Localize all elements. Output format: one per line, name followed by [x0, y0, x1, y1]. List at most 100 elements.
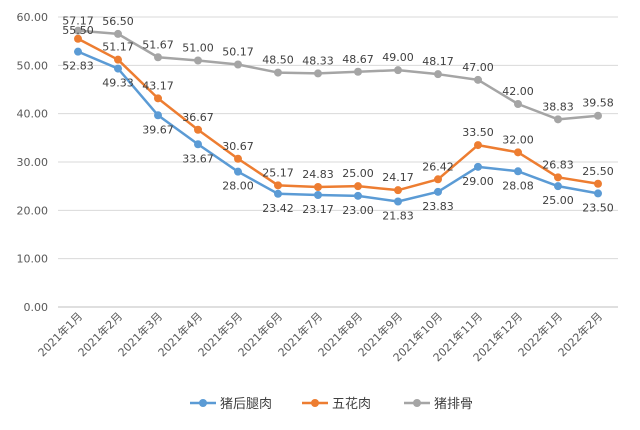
data-label: 51.67	[142, 38, 174, 51]
data-label: 29.00	[462, 175, 494, 188]
data-label: 23.83	[422, 200, 454, 213]
data-label: 23.50	[582, 201, 614, 214]
legend-marker	[311, 399, 319, 407]
y-tick-label: 60.00	[17, 11, 49, 24]
data-label: 50.17	[222, 46, 254, 59]
y-tick-label: 10.00	[17, 253, 49, 266]
data-point	[114, 29, 122, 38]
data-label: 39.58	[582, 97, 614, 110]
data-label: 26.83	[542, 158, 574, 171]
series-lines	[74, 26, 602, 206]
data-point	[194, 56, 202, 65]
data-point	[594, 189, 602, 198]
data-label: 48.50	[262, 54, 294, 67]
data-label: 25.00	[342, 167, 374, 180]
data-point	[434, 175, 442, 184]
data-label: 30.67	[222, 140, 254, 153]
data-point	[594, 111, 602, 120]
legend-label: 五花肉	[332, 396, 371, 412]
data-point	[354, 191, 362, 200]
data-point	[74, 26, 82, 35]
data-label: 51.17	[102, 41, 134, 54]
data-label: 24.83	[302, 168, 334, 181]
series-line	[77, 37, 599, 192]
data-point	[74, 34, 82, 43]
data-point	[274, 189, 282, 198]
data-label: 38.83	[542, 100, 574, 113]
data-point	[394, 186, 402, 195]
data-point	[554, 182, 562, 191]
data-label: 33.50	[462, 126, 494, 139]
data-point	[514, 148, 522, 157]
data-point	[354, 67, 362, 76]
y-tick-label: 30.00	[17, 156, 49, 169]
data-label: 57.17	[62, 15, 94, 28]
data-point	[474, 75, 482, 84]
data-point	[234, 154, 242, 163]
data-label: 49.33	[102, 77, 134, 90]
y-tick-label: 40.00	[17, 108, 49, 121]
data-label: 48.17	[422, 55, 454, 68]
data-point	[314, 191, 322, 200]
y-tick-label: 50.00	[17, 59, 49, 72]
data-label: 25.00	[542, 194, 574, 207]
data-label: 43.17	[142, 79, 174, 92]
data-label: 52.83	[62, 60, 94, 73]
data-label: 36.67	[182, 111, 214, 124]
data-point	[354, 182, 362, 191]
data-label: 23.00	[342, 204, 374, 217]
data-point	[394, 66, 402, 75]
data-point	[434, 70, 442, 79]
data-label: 55.50	[62, 24, 94, 37]
data-point	[194, 125, 202, 134]
data-point	[234, 60, 242, 69]
data-point	[514, 100, 522, 108]
data-label: 33.67	[182, 152, 214, 165]
data-label: 56.50	[102, 15, 134, 28]
y-tick-label: 0.00	[24, 301, 49, 314]
data-point	[314, 182, 322, 191]
data-label: 42.00	[502, 85, 534, 98]
series-line	[77, 50, 599, 203]
data-point	[314, 69, 322, 78]
data-point	[514, 167, 522, 176]
data-point	[554, 173, 562, 182]
data-point	[154, 53, 162, 62]
data-point	[394, 197, 402, 206]
data-point	[114, 64, 122, 73]
data-point	[154, 111, 162, 120]
data-label: 28.08	[502, 179, 534, 192]
data-point	[474, 141, 482, 150]
legend-label: 猪排骨	[434, 397, 473, 412]
data-label: 24.17	[382, 171, 414, 184]
data-label: 48.67	[342, 53, 374, 66]
data-label: 49.00	[382, 51, 414, 64]
data-point	[594, 179, 602, 188]
data-label: 32.00	[502, 133, 534, 146]
data-labels: 52.83 49.33 39.67 33.67 28.00 23.42 23.17 23.00…	[62, 15, 614, 223]
series-line	[77, 29, 599, 121]
data-point	[154, 94, 162, 103]
data-point	[234, 167, 242, 176]
data-point	[274, 181, 282, 190]
data-label: 25.17	[262, 166, 294, 179]
data-point	[474, 162, 482, 171]
data-point	[274, 68, 282, 77]
data-point	[194, 140, 202, 149]
x-axis-tick-labels: 2021年1月2021年2月2021年3月2021年4月2021年5月2021年…	[35, 309, 605, 364]
y-tick-label: 20.00	[17, 204, 49, 217]
legend-label: 猪后腿肉	[220, 397, 272, 412]
data-point	[434, 187, 442, 196]
legend-marker	[413, 399, 421, 407]
data-label: 39.67	[142, 123, 174, 136]
data-label: 28.00	[222, 180, 254, 193]
data-point	[74, 47, 82, 56]
data-label: 51.00	[182, 42, 214, 55]
data-point	[114, 55, 122, 64]
data-label: 23.42	[262, 202, 294, 215]
data-label: 23.17	[302, 203, 334, 216]
gridlines	[58, 16, 618, 308]
data-label: 48.33	[302, 54, 334, 67]
